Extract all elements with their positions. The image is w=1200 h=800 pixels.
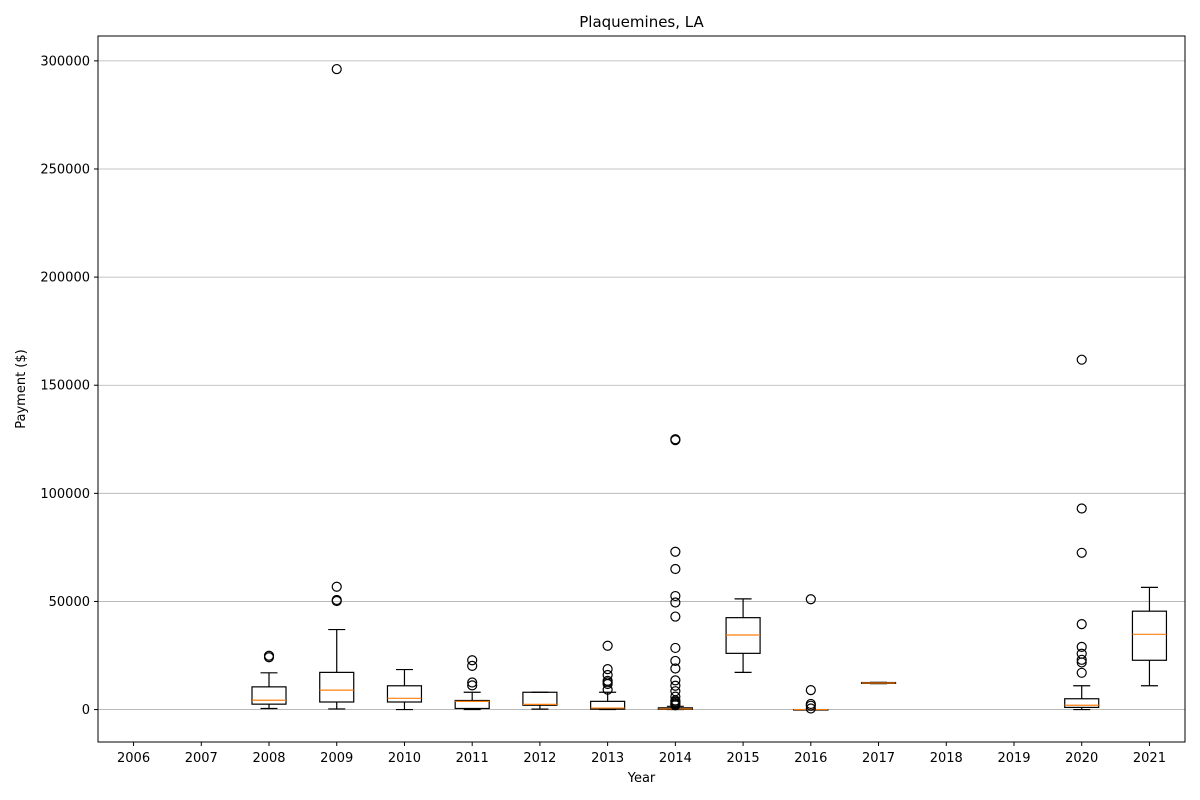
- y-tick-label: 0: [82, 703, 90, 718]
- x-tick-label: 2012: [523, 751, 556, 766]
- outlier-point: [670, 434, 681, 445]
- iqr-box: [1131, 610, 1168, 661]
- outlier-point: [670, 611, 681, 622]
- outlier-point: [1076, 648, 1087, 659]
- y-tick-label: 250000: [40, 162, 90, 177]
- box-2016: [793, 594, 829, 714]
- x-tick-label: 2011: [456, 751, 489, 766]
- outlier-point: [602, 669, 613, 681]
- outlier-point: [602, 640, 613, 651]
- x-tick-label: 2016: [794, 751, 827, 766]
- outlier-point: [1076, 667, 1087, 678]
- outlier-point: [670, 546, 681, 557]
- y-axis: 0 50000 100000 150000 200000 250000 300000: [40, 54, 98, 718]
- x-tick-label: 2008: [252, 751, 285, 766]
- box-2009: [319, 63, 355, 710]
- outlier-point: [805, 594, 816, 605]
- outlier-point: [331, 594, 342, 606]
- x-tick-label: 2017: [862, 751, 895, 766]
- box-2021: [1131, 586, 1168, 687]
- outlier-point: [670, 686, 681, 697]
- y-tick-label: 150000: [40, 379, 90, 394]
- x-tick-label: 2013: [591, 751, 624, 766]
- outlier-point: [670, 563, 681, 575]
- outlier-point: [1076, 547, 1087, 558]
- box-2015: [725, 598, 761, 673]
- outlier-point: [1076, 503, 1087, 514]
- y-tick-label: 300000: [40, 54, 90, 69]
- outlier-point: [1076, 619, 1087, 630]
- iqr-box: [386, 685, 423, 703]
- outlier-point: [331, 63, 342, 75]
- outlier-point: [805, 703, 816, 714]
- outlier-point: [467, 680, 478, 691]
- outlier-point: [670, 590, 681, 602]
- x-tick-label: 2015: [727, 751, 760, 766]
- x-tick-label: 2007: [185, 751, 218, 766]
- x-tick-label: 2021: [1133, 751, 1166, 766]
- outlier-point: [670, 597, 681, 608]
- outlier-point: [670, 642, 681, 654]
- iqr-box: [319, 671, 355, 703]
- outlier-point: [331, 581, 342, 592]
- outlier-point: [805, 698, 816, 710]
- x-axis: 2006 2007 2008 2009 2010 2011 2012 2013 2014 2015…: [117, 742, 1166, 766]
- x-tick-label: 2014: [659, 751, 692, 766]
- y-tick-label: 100000: [40, 487, 90, 502]
- iqr-box: [1064, 698, 1100, 709]
- plot-frame: [97, 35, 1186, 743]
- box-2014: [657, 434, 693, 711]
- iqr-box: [454, 699, 490, 710]
- box-2008: [251, 650, 287, 710]
- outlier-point: [1076, 354, 1087, 365]
- x-tick-label: 2006: [117, 751, 150, 766]
- box-2012: [522, 691, 558, 710]
- y-tick-label: 50000: [49, 595, 90, 610]
- box-2010: [386, 668, 423, 711]
- iqr-box: [522, 691, 558, 706]
- outlier-point: [670, 691, 681, 702]
- x-tick-label: 2019: [997, 751, 1030, 766]
- outlier-point: [1076, 654, 1087, 665]
- outlier-point: [467, 660, 478, 671]
- x-tick-label: 2010: [388, 751, 421, 766]
- box-2013: [590, 640, 626, 711]
- outlier-point: [670, 680, 681, 691]
- outlier-point: [1076, 641, 1087, 652]
- box-2020: [1064, 354, 1100, 711]
- outlier-point: [467, 677, 478, 688]
- outlier-point: [670, 655, 681, 667]
- outlier-point: [670, 663, 681, 674]
- outlier-point: [670, 675, 681, 686]
- boxes: [251, 63, 1168, 714]
- outlier-point: [467, 655, 478, 666]
- grid-lines: [98, 60, 1185, 710]
- x-tick-label: 2018: [930, 751, 963, 766]
- x-tick-label: 2009: [320, 751, 353, 766]
- outlier-point: [602, 675, 613, 686]
- y-axis-title: Payment ($): [14, 349, 29, 428]
- y-tick-label: 200000: [40, 271, 90, 286]
- x-tick-label: 2020: [1065, 751, 1098, 766]
- x-axis-title: Year: [627, 771, 656, 786]
- box-2017: [860, 681, 897, 685]
- outlier-point: [805, 685, 816, 696]
- iqr-box: [590, 700, 626, 710]
- chart-title: Plaquemines, LA: [579, 13, 704, 31]
- iqr-box: [251, 686, 287, 705]
- outlier-point: [263, 650, 275, 661]
- box-2011: [454, 655, 490, 711]
- outlier-point: [602, 664, 613, 675]
